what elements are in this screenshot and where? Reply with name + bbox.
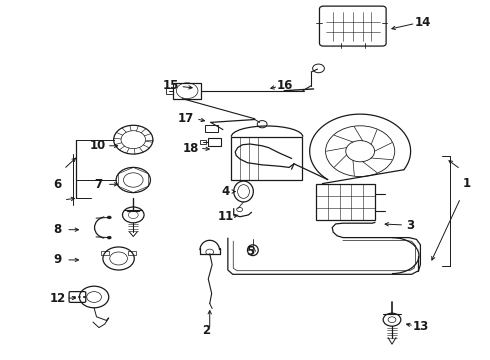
Circle shape	[107, 216, 111, 219]
Text: 12: 12	[49, 292, 66, 305]
Circle shape	[107, 236, 111, 239]
Text: 18: 18	[183, 142, 199, 155]
Text: 13: 13	[412, 320, 429, 333]
Text: 15: 15	[162, 79, 179, 92]
Bar	[173, 83, 201, 99]
Bar	[128, 251, 136, 255]
Circle shape	[83, 296, 85, 298]
Bar	[205, 125, 218, 132]
Text: 6: 6	[54, 178, 62, 191]
Text: 14: 14	[414, 16, 431, 29]
Text: 16: 16	[277, 79, 294, 92]
Bar	[166, 88, 173, 94]
Bar	[316, 184, 375, 220]
Text: 9: 9	[54, 253, 62, 266]
Text: 5: 5	[246, 245, 254, 258]
Text: 8: 8	[54, 223, 62, 236]
Text: 3: 3	[407, 219, 415, 231]
Bar	[231, 137, 302, 180]
Circle shape	[78, 296, 80, 298]
Bar	[200, 140, 206, 144]
Text: 2: 2	[202, 324, 210, 337]
Text: 7: 7	[94, 178, 102, 191]
Circle shape	[74, 296, 75, 298]
Text: 11: 11	[217, 210, 234, 223]
Text: 1: 1	[463, 177, 470, 190]
Bar	[208, 138, 221, 146]
Text: 17: 17	[178, 112, 195, 125]
Text: 4: 4	[221, 185, 229, 198]
Text: 10: 10	[90, 139, 106, 152]
Bar	[101, 251, 109, 255]
